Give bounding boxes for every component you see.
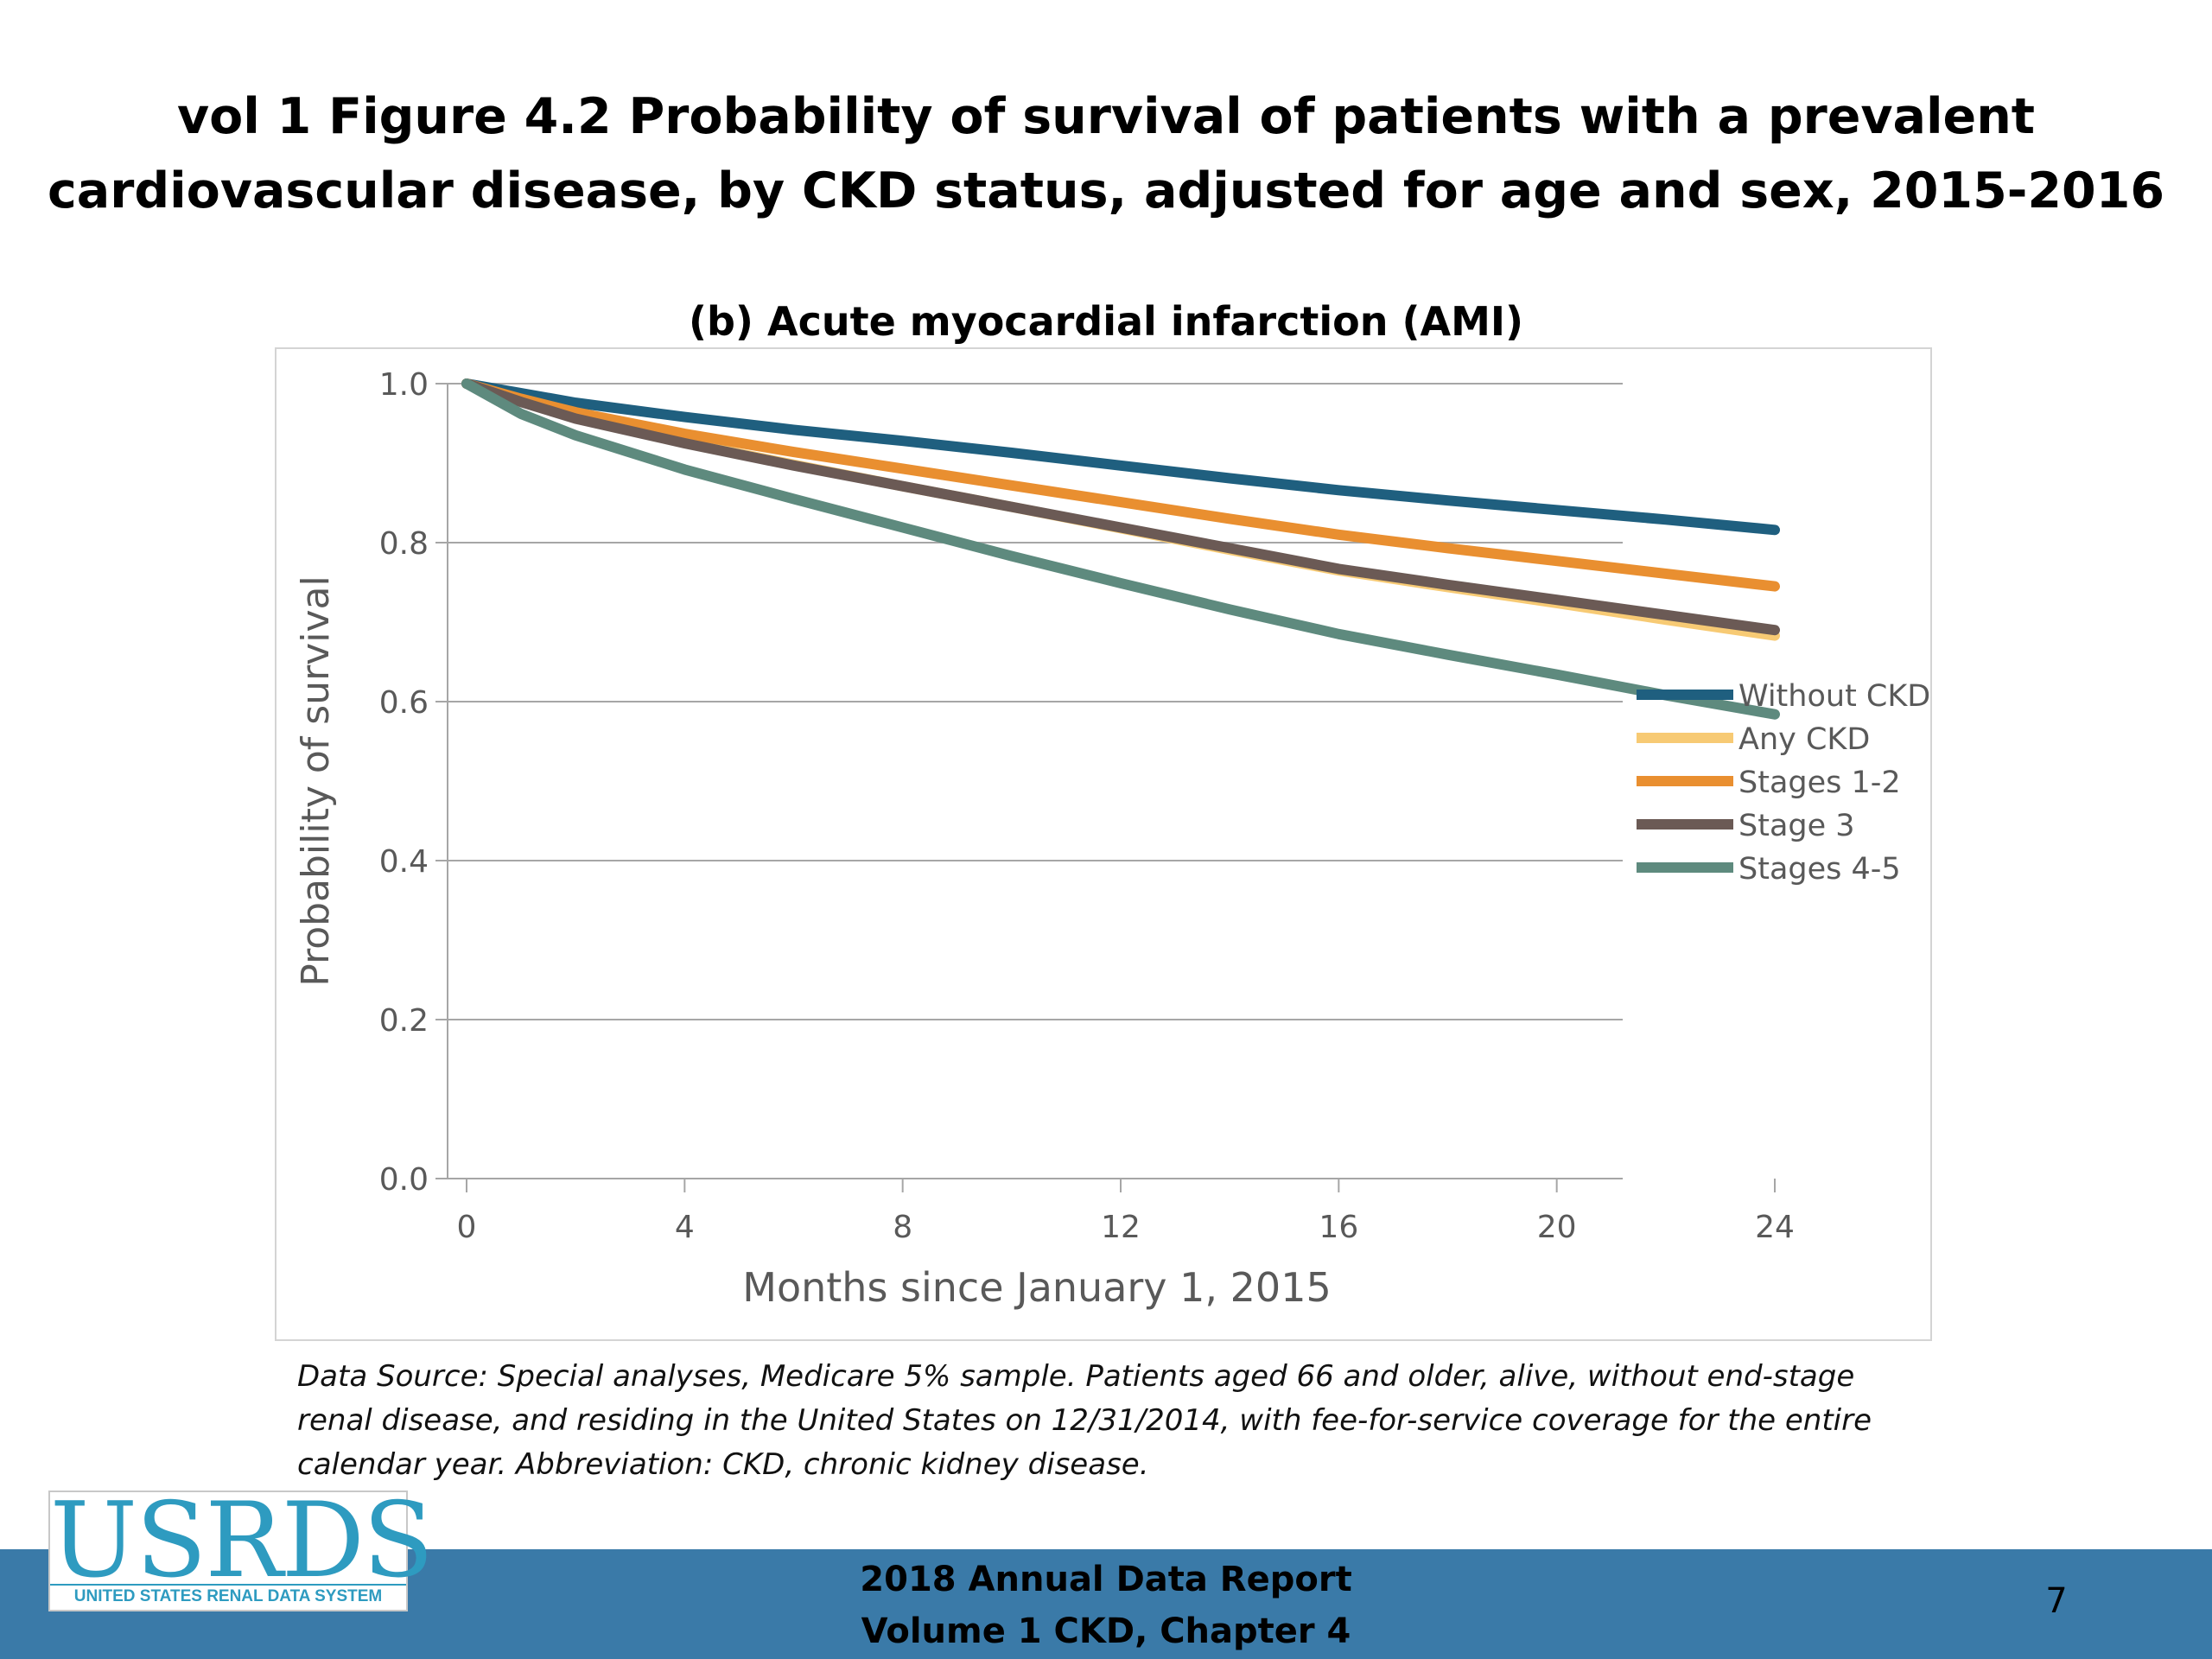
y-tick-label: 0.8 <box>379 526 429 562</box>
y-tick-label: 1.0 <box>379 367 429 403</box>
footer-text: 2018 Annual Data Report Volume 1 CKD, Ch… <box>0 1554 2212 1657</box>
series-line-stages-4-5 <box>461 378 1780 720</box>
x-tick-label: 0 <box>457 1210 477 1245</box>
chart-frame: 0.0 0.2 0.4 0.6 0.8 1.0 0 4 8 12 16 20 24 Without CK… <box>275 347 1932 1341</box>
footnote-line-2: renal disease, and residing in the Unite… <box>297 1403 1872 1438</box>
page-number: 7 <box>2045 1581 2068 1621</box>
y-axis-label: Probability of survival <box>294 575 338 986</box>
chart-title: (b) Acute myocardial infarction (AMI) <box>688 298 1524 345</box>
footnote-line-1: Data Source: Special analyses, Medicare … <box>297 1359 1855 1394</box>
series-line-stages-1-2 <box>461 378 1780 592</box>
slide-title-line-2: cardiovascular disease, by CKD status, a… <box>47 162 2165 219</box>
x-tick-label: 8 <box>893 1210 912 1245</box>
series-lines <box>461 378 1780 720</box>
y-tick-label: 0.4 <box>379 844 429 880</box>
slide-title-line-1: vol 1 Figure 4.2 Probability of survival… <box>176 88 2036 145</box>
footer-line-2: Volume 1 CKD, Chapter 4 <box>861 1611 1351 1651</box>
footer-line-1: 2018 Annual Data Report <box>860 1560 1352 1599</box>
series-line-stage-3 <box>461 378 1780 636</box>
x-tick-label: 20 <box>1537 1210 1577 1245</box>
data-source-footnote: Data Source: Special analyses, Medicare … <box>297 1355 1939 1487</box>
x-axis-label: Months since January 1, 2015 <box>742 1264 1331 1311</box>
axes: 0.0 0.2 0.4 0.6 0.8 1.0 0 4 8 12 16 20 24 <box>379 367 1795 1245</box>
footnote-line-3: calendar year. Abbreviation: CKD, chroni… <box>297 1447 1149 1482</box>
legend-label-stages-4-5: Stages 4-5 <box>1738 852 1901 887</box>
x-tick-label: 24 <box>1755 1210 1795 1245</box>
gridlines <box>448 383 1623 1179</box>
legend: Without CKD Any CKD Stages 1-2 Stage 3 Stage… <box>1637 679 1930 887</box>
usrds-logo: USRDS UNITED STATES RENAL DATA SYSTEM <box>48 1485 434 1611</box>
legend-label-stages-1-2: Stages 1-2 <box>1738 766 1901 800</box>
series-line-without-ckd <box>461 378 1780 536</box>
x-tick-label: 12 <box>1101 1210 1141 1245</box>
y-tick-label: 0.2 <box>379 1003 429 1039</box>
x-tick-label: 4 <box>675 1210 695 1245</box>
logo-wordmark: USRDS <box>50 1481 434 1601</box>
y-tick-label: 0.0 <box>379 1162 429 1198</box>
y-tick-label: 0.6 <box>379 685 429 721</box>
legend-label-any-ckd: Any CKD <box>1738 722 1870 757</box>
legend-label-without-ckd: Without CKD <box>1738 679 1930 714</box>
slide-title: vol 1 Figure 4.2 Probability of survival… <box>0 79 2212 228</box>
legend-label-stage-3: Stage 3 <box>1738 809 1855 843</box>
line-chart: 0.0 0.2 0.4 0.6 0.8 1.0 0 4 8 12 16 20 24 Without CK… <box>294 367 1930 1311</box>
x-tick-label: 16 <box>1319 1210 1358 1245</box>
logo-subtext: UNITED STATES RENAL DATA SYSTEM <box>50 1584 406 1606</box>
